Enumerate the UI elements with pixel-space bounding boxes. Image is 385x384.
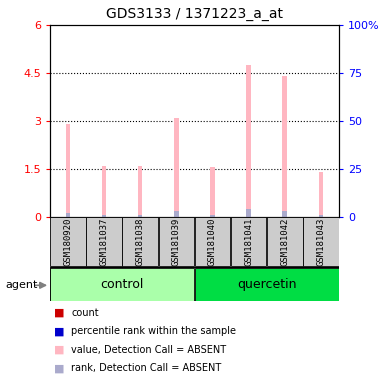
Bar: [66, 213, 70, 217]
Text: ■: ■: [54, 326, 64, 336]
Text: quercetin: quercetin: [237, 278, 296, 291]
Text: percentile rank within the sample: percentile rank within the sample: [71, 326, 236, 336]
Bar: [194, 268, 339, 301]
Bar: [246, 65, 251, 217]
Bar: [174, 118, 179, 217]
Bar: [66, 124, 70, 217]
Bar: [102, 166, 106, 217]
Text: GSM181042: GSM181042: [280, 218, 289, 266]
Text: ■: ■: [54, 363, 64, 373]
Bar: [86, 217, 122, 266]
Bar: [138, 166, 142, 217]
Bar: [102, 215, 106, 217]
Text: ■: ■: [54, 345, 64, 355]
Bar: [210, 167, 215, 217]
Text: control: control: [100, 278, 144, 291]
Text: rank, Detection Call = ABSENT: rank, Detection Call = ABSENT: [71, 363, 221, 373]
Bar: [283, 211, 287, 217]
Bar: [174, 211, 179, 217]
Bar: [267, 217, 303, 266]
Title: GDS3133 / 1371223_a_at: GDS3133 / 1371223_a_at: [106, 7, 283, 21]
Bar: [122, 217, 158, 266]
Bar: [318, 215, 323, 217]
Text: ■: ■: [54, 308, 64, 318]
Text: GSM181039: GSM181039: [172, 218, 181, 266]
Text: GSM181041: GSM181041: [244, 218, 253, 266]
Bar: [159, 217, 194, 266]
Bar: [138, 215, 142, 217]
Bar: [50, 268, 194, 301]
Bar: [194, 217, 230, 266]
Bar: [303, 217, 339, 266]
Bar: [318, 172, 323, 217]
Bar: [246, 209, 251, 217]
Text: value, Detection Call = ABSENT: value, Detection Call = ABSENT: [71, 345, 226, 355]
Bar: [283, 76, 287, 217]
Text: GSM181043: GSM181043: [316, 218, 325, 266]
Bar: [210, 215, 215, 217]
Text: GSM181040: GSM181040: [208, 218, 217, 266]
Text: GSM180920: GSM180920: [64, 218, 73, 266]
Text: GSM181038: GSM181038: [136, 218, 145, 266]
Text: count: count: [71, 308, 99, 318]
Text: GSM181037: GSM181037: [100, 218, 109, 266]
Bar: [50, 217, 86, 266]
Bar: [231, 217, 266, 266]
Text: agent: agent: [6, 280, 38, 290]
